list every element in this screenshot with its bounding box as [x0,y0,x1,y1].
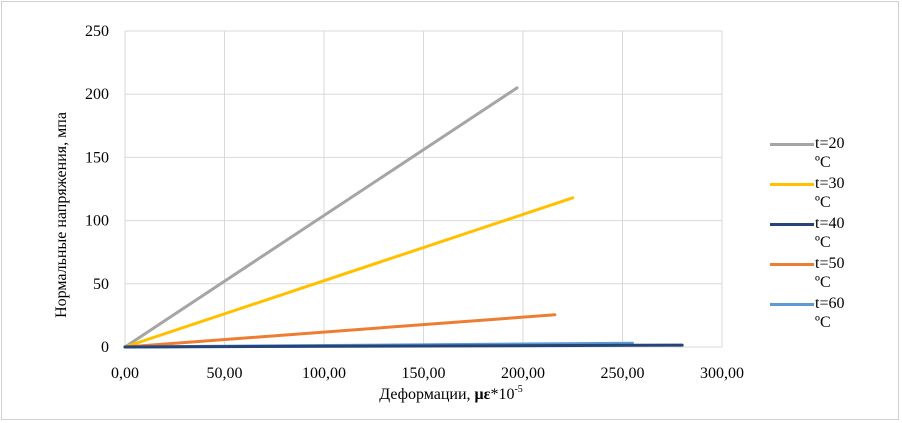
legend-label: t=60 ºC [815,295,845,331]
series-line [123,86,519,349]
x-axis-label-prefix: Деформации, [379,386,475,403]
y-tick-label: 50 [93,276,109,293]
y-tick-label: 250 [85,23,109,40]
legend-swatch [770,223,814,226]
y-tick-labels: 0 50 100 150 200 250 [85,23,109,356]
x-axis-label: Деформации, με*10-5 [0,384,902,404]
series-line [123,313,557,349]
x-axis-label-symbol: με [474,386,491,403]
x-tick-label: 200,00 [501,365,545,382]
x-axis-label-suffix: *10 [490,386,515,403]
x-axis-label-exponent: -5 [514,384,523,395]
legend-label: t=40 ºC [815,215,845,251]
x-tick-label: 300,00 [700,365,744,382]
series-lines [123,86,684,349]
x-tick-label: 100,00 [302,365,346,382]
y-tick-label: 200 [85,86,109,103]
legend-label: t=50 ºC [815,255,845,291]
x-tick-label: 150,00 [402,365,446,382]
legend-label: t=30 ºC [815,175,845,211]
legend-swatch [770,143,814,146]
gridlines [124,30,723,348]
legend-label: t=20 ºC [815,135,845,171]
legend-swatch [770,303,814,306]
y-tick-label: 150 [85,149,109,166]
x-tick-label: 0,00 [111,365,139,382]
x-tick-label: 250,00 [601,365,645,382]
y-axis-label: Нормальные напряжения, мпа [53,112,70,318]
series-line [123,343,684,349]
y-tick-label: 0 [101,339,109,356]
series-line [123,196,575,349]
y-tick-label: 100 [85,213,109,230]
legend-swatch [770,263,814,266]
x-tick-label: 50,00 [207,365,243,382]
legend-swatch [770,183,814,186]
x-tick-labels: 0,00 50,00 100,00 150,00 200,00 250,00 300,00 [111,365,744,382]
